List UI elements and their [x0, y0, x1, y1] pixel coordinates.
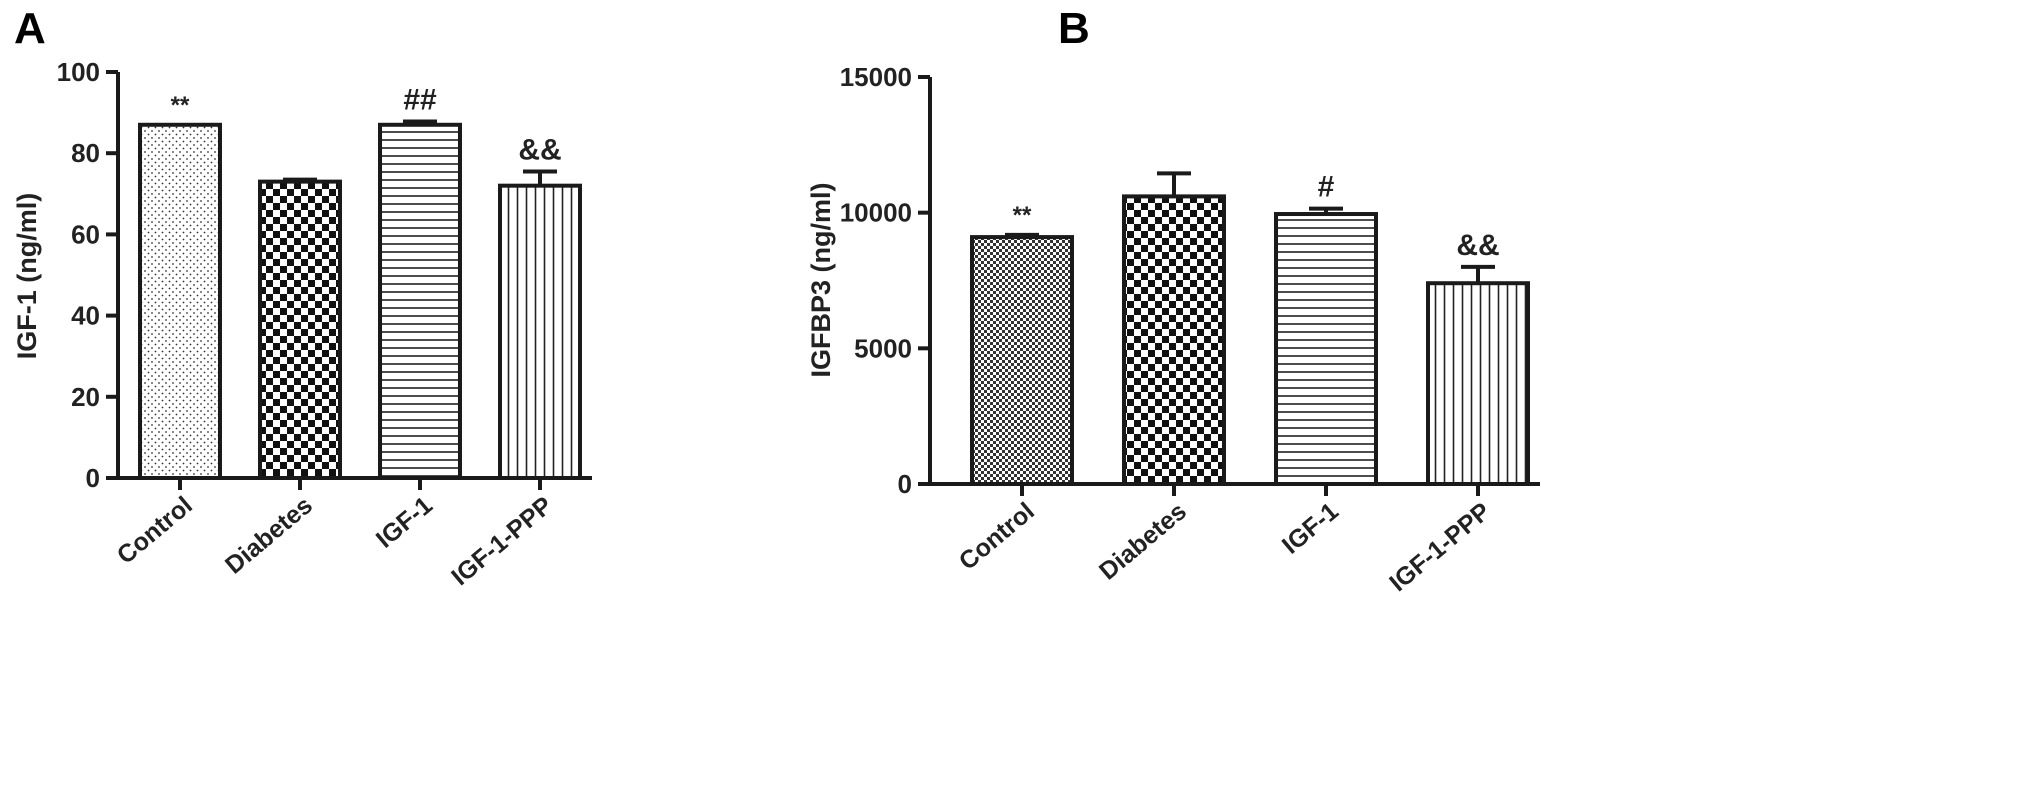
y-tick-label: 5000: [854, 333, 912, 363]
bar-igf-1-ppp: [1426, 281, 1530, 487]
bar-igf-1-ppp: [498, 183, 582, 480]
category-label: Diabetes: [1094, 497, 1192, 585]
y-tick-label: 15000: [840, 62, 912, 92]
panel-label-a: A: [14, 4, 46, 53]
category-label: IGF-1-PPP: [1384, 497, 1496, 597]
bar-igf-1: [1274, 212, 1378, 486]
category-label: IGF-1-PPP: [446, 491, 558, 591]
significance-label: ##: [403, 84, 437, 117]
significance-label: #: [1318, 171, 1335, 204]
category-label: Control: [112, 491, 198, 570]
bar-diabetes: [1122, 194, 1226, 487]
bar-diabetes: [258, 179, 342, 480]
chart-a: 0 20 40 60 80 100 IGF-1 (ng/ml) ** Control Diabet…: [12, 57, 592, 591]
y-tick-label: 0: [86, 463, 100, 493]
y-tick-label: 40: [71, 301, 100, 331]
category-label: IGF-1: [1277, 497, 1344, 560]
significance-label: **: [1013, 202, 1032, 229]
bar-control: [970, 235, 1074, 486]
y-tick-label: 60: [71, 219, 100, 249]
significance-label: &&: [1456, 229, 1499, 262]
significance-label: &&: [518, 133, 561, 166]
chart-b: 0 5000 10000 15000 IGFBP3 (ng/ml) ** Control Di…: [806, 62, 1540, 597]
y-tick-label: 80: [71, 138, 100, 168]
y-tick-label: 10000: [840, 198, 912, 228]
y-axis-title: IGF-1 (ng/ml): [12, 193, 42, 359]
category-label: Control: [954, 497, 1040, 576]
significance-label: **: [171, 92, 190, 119]
y-tick-label: 20: [71, 382, 100, 412]
bar-control: [138, 122, 222, 480]
bar-igf-1: [378, 122, 462, 480]
y-axis-title: IGFBP3 (ng/ml): [806, 183, 836, 378]
y-tick-label: 100: [57, 57, 100, 87]
category-label: IGF-1: [371, 491, 438, 554]
panel-label-b: B: [1058, 4, 1090, 53]
category-label: Diabetes: [220, 491, 318, 579]
y-tick-label: 0: [898, 469, 912, 499]
